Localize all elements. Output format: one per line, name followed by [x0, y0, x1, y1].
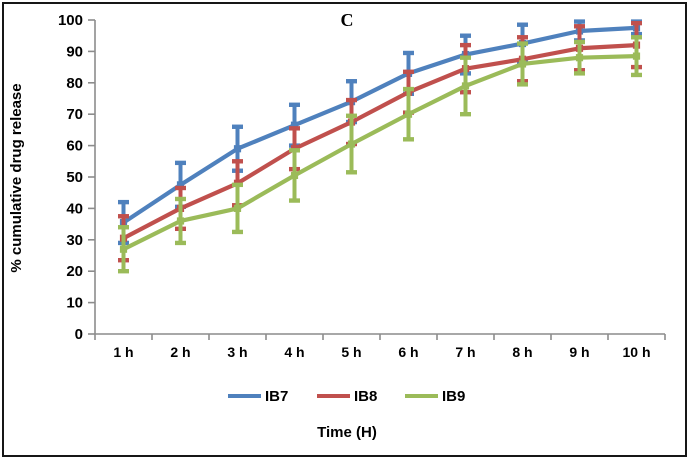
error-cap-top-IB8: [517, 35, 528, 40]
error-cap-top-IB9: [631, 35, 642, 40]
error-cap-bottom-IB9: [175, 240, 186, 246]
x-axis-tick-label: 1 h: [113, 344, 133, 360]
marker-IB9: [632, 52, 641, 60]
error-cap-top-IB7: [175, 160, 186, 166]
error-cap-bottom-IB9: [460, 112, 471, 117]
error-cap-top-IB8: [289, 126, 300, 131]
series-line-IB9: [121, 54, 639, 252]
legend-label-IB7: IB7: [265, 388, 288, 405]
x-axis-tick-label: 10 h: [622, 344, 650, 360]
y-axis-tick-label: 80: [66, 75, 83, 92]
error-cap-top-IB9: [574, 39, 585, 45]
x-axis-tick-label: 2 h: [170, 344, 190, 360]
error-cap-top-IB8: [460, 42, 471, 48]
marker-IB7: [290, 121, 299, 129]
series-line-IB8: [121, 43, 639, 241]
marker-IB7: [176, 181, 185, 189]
x-axis-tick-label: 3 h: [227, 344, 247, 360]
marker-IB9: [404, 110, 413, 118]
error-cap-top-IB9: [403, 86, 414, 92]
error-cap-bottom-IB9: [403, 137, 414, 142]
error-cap-bottom-IB9: [517, 82, 528, 87]
x-axis-tick-label: 5 h: [341, 344, 361, 360]
error-cap-top-IB7: [403, 50, 414, 56]
panel-label: C: [341, 10, 354, 30]
y-axis-tick-label: 90: [66, 43, 83, 60]
marker-IB9: [347, 140, 356, 148]
error-cap-bottom-IB9: [118, 269, 129, 274]
error-cap-top-IB8: [346, 97, 357, 103]
legend-label-IB8: IB8: [354, 388, 377, 405]
error-cap-top-IB7: [574, 19, 585, 24]
marker-IB9: [461, 82, 470, 90]
error-cap-top-IB8: [118, 214, 129, 219]
y-axis-tick-label: 10: [66, 295, 83, 312]
error-cap-top-IB9: [232, 182, 243, 188]
y-axis-tick-label: 60: [66, 138, 83, 155]
error-cap-top-IB9: [175, 196, 186, 202]
marker-IB7: [233, 145, 242, 153]
x-axis-tick-label: 4 h: [284, 344, 304, 360]
error-cap-top-IB7: [346, 79, 357, 84]
error-cap-top-IB9: [517, 41, 528, 46]
marker-IB9: [575, 54, 584, 62]
y-axis-tick-label: 20: [66, 263, 83, 280]
error-cap-top-IB8: [403, 69, 414, 75]
y-axis-tick-label: 30: [66, 232, 83, 249]
marker-IB9: [518, 60, 527, 68]
error-cap-bottom-IB9: [232, 229, 243, 235]
error-cap-top-IB8: [631, 20, 642, 26]
error-cap-top-IB9: [346, 113, 357, 118]
error-cap-top-IB8: [232, 159, 243, 164]
x-axis-title: Time (H): [317, 424, 377, 441]
error-cap-bottom-IB9: [574, 71, 585, 76]
error-cap-bottom-IB9: [289, 198, 300, 203]
error-cap-bottom-IB9: [346, 170, 357, 175]
error-cap-top-IB7: [118, 199, 129, 205]
error-cap-top-IB9: [289, 148, 300, 153]
x-axis-tick-label: 9 h: [569, 344, 589, 360]
y-axis-tick-label: 0: [75, 326, 83, 343]
y-axis-tick-label: 40: [66, 200, 83, 217]
error-cap-top-IB8: [175, 185, 186, 191]
y-axis-title: % cumulative drug release: [8, 83, 25, 272]
y-axis-tick-label: 100: [58, 12, 83, 29]
marker-IB9: [290, 171, 299, 180]
series-line-IB7: [121, 25, 639, 225]
x-axis-tick-label: 6 h: [398, 344, 418, 360]
error-cap-top-IB8: [574, 24, 585, 29]
legend-label-IB9: IB9: [442, 388, 465, 405]
error-cap-bottom-IB9: [631, 72, 642, 78]
error-cap-top-IB7: [232, 124, 243, 129]
x-axis-tick-label: 8 h: [512, 344, 532, 360]
marker-IB9: [233, 204, 242, 212]
error-cap-top-IB7: [460, 33, 471, 38]
error-cap-top-IB7: [517, 22, 528, 27]
error-cap-top-IB9: [118, 225, 129, 230]
error-cap-top-IB9: [460, 55, 471, 60]
error-cap-top-IB7: [289, 102, 300, 107]
x-axis-tick-label: 7 h: [455, 344, 475, 360]
y-axis-tick-label: 70: [66, 106, 83, 123]
y-axis-tick-label: 50: [66, 169, 83, 186]
marker-IB9: [176, 217, 185, 225]
marker-IB9: [119, 245, 128, 253]
